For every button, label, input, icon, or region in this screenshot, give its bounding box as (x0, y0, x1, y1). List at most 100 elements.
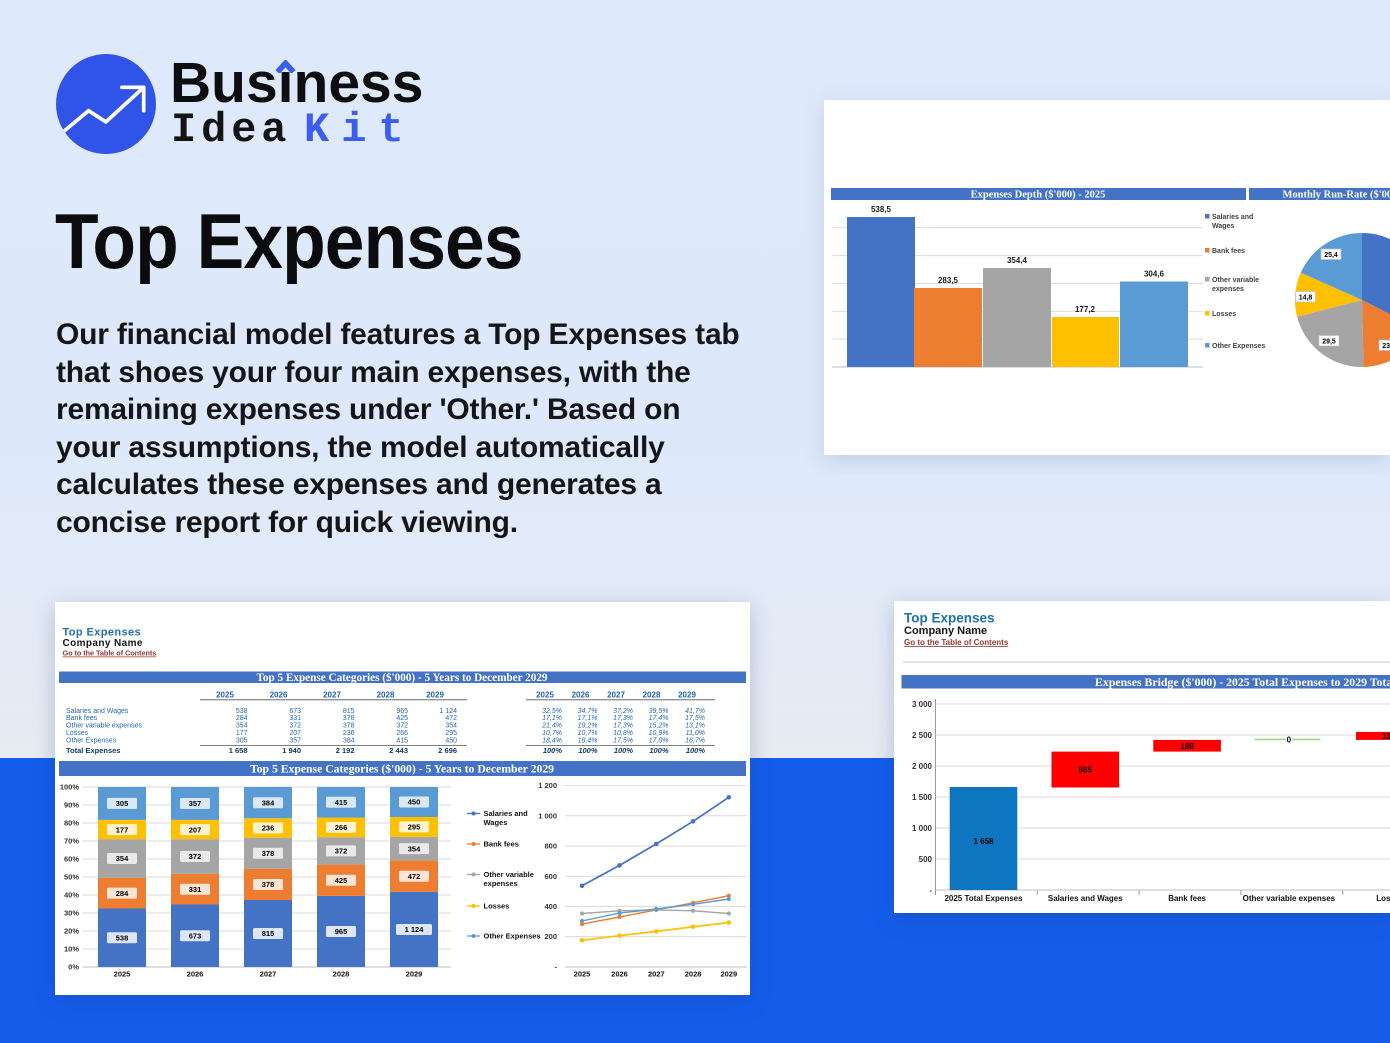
svg-text:2029: 2029 (678, 691, 696, 700)
svg-text:372: 372 (289, 723, 301, 730)
svg-text:17,3%: 17,3% (613, 715, 633, 722)
svg-text:378: 378 (343, 715, 355, 722)
svg-text:425: 425 (335, 876, 348, 885)
svg-text:Other Expenses: Other Expenses (66, 737, 117, 744)
svg-text:1 658: 1 658 (973, 837, 994, 846)
svg-text:1 940: 1 940 (282, 746, 301, 755)
svg-text:80%: 80% (64, 819, 79, 828)
svg-text:Other variable: Other variable (1212, 277, 1259, 284)
svg-text:673: 673 (189, 931, 202, 940)
svg-text:415: 415 (396, 737, 408, 744)
svg-text:800: 800 (544, 842, 557, 851)
svg-text:40%: 40% (64, 891, 79, 900)
svg-text:965: 965 (396, 708, 408, 715)
svg-text:1 658: 1 658 (229, 746, 248, 755)
svg-text:600: 600 (544, 872, 557, 881)
svg-text:1 124: 1 124 (405, 925, 425, 934)
svg-text:354: 354 (408, 844, 421, 853)
svg-text:90%: 90% (64, 801, 79, 810)
svg-text:415: 415 (335, 798, 348, 807)
svg-text:Other variable: Other variable (484, 870, 534, 879)
svg-text:Other variable expenses: Other variable expenses (66, 723, 142, 730)
svg-text:118: 118 (1383, 732, 1390, 741)
svg-text:450: 450 (408, 798, 421, 807)
svg-text:1 200: 1 200 (538, 781, 557, 790)
svg-text:Other Expenses: Other Expenses (484, 932, 541, 941)
svg-text:2 192: 2 192 (336, 746, 355, 755)
svg-text:2026: 2026 (611, 970, 628, 979)
svg-text:354,4: 354,4 (1007, 256, 1028, 265)
svg-text:236: 236 (262, 824, 275, 833)
svg-text:384: 384 (262, 798, 275, 807)
svg-text:Top 5 Expense Categories ($'00: Top 5 Expense Categories ($'000) - 5 Yea… (256, 672, 547, 684)
svg-text:25,4: 25,4 (1324, 252, 1338, 259)
svg-text:357: 357 (189, 799, 202, 808)
svg-text:585: 585 (1079, 766, 1093, 775)
svg-text:305: 305 (236, 737, 248, 744)
svg-text:2025: 2025 (114, 970, 131, 979)
svg-text:11,0%: 11,0% (686, 730, 705, 737)
svg-text:100%: 100% (60, 783, 80, 792)
svg-text:50%: 50% (64, 873, 79, 882)
svg-text:Bank fees: Bank fees (66, 715, 98, 722)
svg-text:2 500: 2 500 (912, 731, 933, 740)
svg-text:37,2%: 37,2% (613, 708, 633, 715)
svg-text:16,7%: 16,7% (685, 737, 705, 744)
svg-text:372: 372 (335, 847, 348, 856)
svg-text:39,5%: 39,5% (649, 708, 669, 715)
svg-text:295: 295 (408, 823, 421, 832)
svg-text:450: 450 (445, 737, 457, 744)
svg-text:expenses: expenses (1212, 286, 1244, 293)
svg-text:284: 284 (116, 889, 129, 898)
svg-text:2026: 2026 (572, 691, 590, 700)
svg-text:10,7%: 10,7% (578, 730, 598, 737)
svg-text:425: 425 (396, 715, 408, 722)
svg-text:400: 400 (544, 902, 557, 911)
svg-text:472: 472 (408, 872, 421, 881)
svg-text:18,4%: 18,4% (578, 737, 598, 744)
svg-text:2025: 2025 (536, 691, 554, 700)
svg-text:305: 305 (116, 799, 129, 808)
svg-text:Wages: Wages (1212, 223, 1234, 230)
svg-text:17,5%: 17,5% (613, 737, 633, 744)
svg-text:372: 372 (396, 723, 408, 730)
svg-text:2028: 2028 (643, 691, 661, 700)
svg-text:21,4%: 21,4% (541, 723, 562, 730)
svg-text:295: 295 (445, 730, 457, 737)
svg-text:2026: 2026 (270, 691, 288, 700)
svg-text:2027: 2027 (260, 970, 277, 979)
svg-text:177: 177 (116, 825, 129, 834)
svg-text:2029: 2029 (720, 970, 737, 979)
svg-text:29,5: 29,5 (1322, 339, 1336, 346)
svg-text:177,2: 177,2 (1075, 305, 1096, 314)
svg-text:378: 378 (262, 880, 275, 889)
svg-text:200: 200 (544, 932, 557, 941)
svg-text:2028: 2028 (377, 691, 395, 700)
svg-text:Other Expenses: Other Expenses (1212, 343, 1265, 350)
svg-text:2029: 2029 (406, 970, 423, 979)
svg-text:2027: 2027 (648, 970, 665, 979)
svg-text:32,5%: 32,5% (542, 708, 562, 715)
svg-text:Monthly Run-Rate ($'000) - 202: Monthly Run-Rate ($'000) - 2025 (1283, 190, 1390, 201)
svg-text:2027: 2027 (607, 691, 625, 700)
svg-text:266: 266 (396, 730, 408, 737)
svg-text:Top 5 Expense Categories ($'00: Top 5 Expense Categories ($'000) - 5 Yea… (250, 763, 554, 776)
svg-text:1 500: 1 500 (912, 793, 933, 802)
svg-text:Losses: Losses (1376, 894, 1390, 903)
svg-text:17,3%: 17,3% (613, 723, 633, 730)
svg-text:Bank fees: Bank fees (1212, 248, 1245, 255)
svg-text:2027: 2027 (323, 691, 341, 700)
svg-text:Company Name: Company Name (904, 625, 987, 637)
svg-text:378: 378 (262, 849, 275, 858)
svg-text:354: 354 (236, 723, 248, 730)
svg-text:100%: 100% (543, 746, 563, 755)
svg-text:Top Expenses: Top Expenses (904, 611, 995, 626)
svg-text:10,7%: 10,7% (542, 730, 562, 737)
svg-text:17,4%: 17,4% (649, 715, 669, 722)
svg-text:13,1%: 13,1% (685, 723, 705, 730)
svg-text:100%: 100% (686, 746, 706, 755)
svg-text:378: 378 (343, 723, 355, 730)
svg-text:expenses: expenses (484, 879, 518, 888)
svg-text:Salaries and: Salaries and (1212, 214, 1253, 221)
svg-text:673: 673 (289, 708, 301, 715)
